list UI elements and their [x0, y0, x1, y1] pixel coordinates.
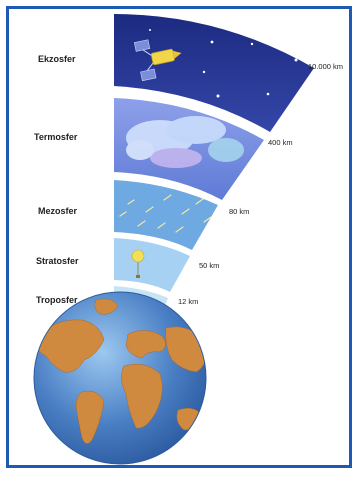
altitude-label-thermosphere: 400 km [268, 138, 293, 147]
meteor-icon [119, 194, 212, 233]
layer-label-thermosphere: Termosfer [34, 132, 78, 142]
stars [149, 29, 298, 98]
altitude-label-troposphere: 12 km [178, 297, 198, 306]
altitude-label-mesosphere: 80 km [229, 207, 249, 216]
layer-label-mesosphere: Mezosfer [38, 206, 78, 216]
weather-balloon-icon [131, 249, 145, 278]
altitude-label-exosphere: 10.000 km [308, 62, 343, 71]
mesosphere-band [114, 180, 218, 250]
globe-icon [33, 291, 207, 465]
satellite-icon [133, 39, 182, 82]
layer-label-troposphere: Troposfer [36, 295, 78, 305]
layer-label-exosphere: Ekzosfer [38, 54, 76, 64]
exosphere-band [114, 14, 314, 132]
stratosphere-band [114, 238, 190, 292]
altitude-label-stratosphere: 50 km [199, 261, 219, 270]
aurora-icon [126, 116, 244, 168]
layer-label-stratosphere: Stratosfer [36, 256, 79, 266]
